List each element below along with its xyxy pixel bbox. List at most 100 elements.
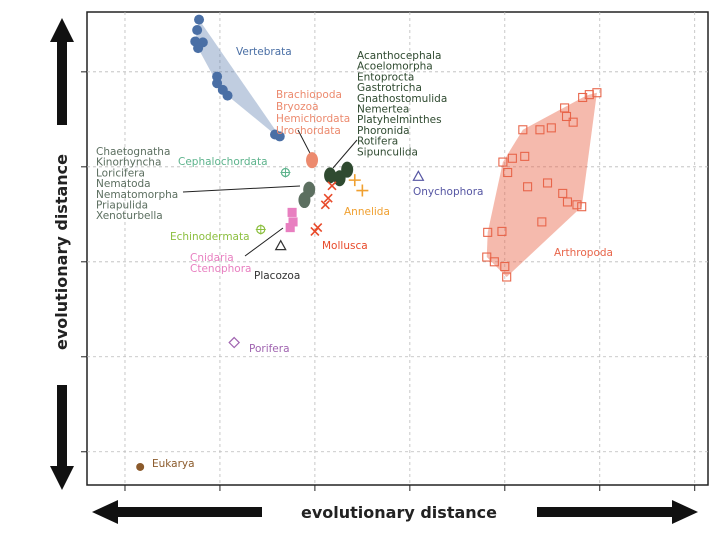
point-arthropoda <box>592 88 602 98</box>
label-placozoa: Placozoa <box>254 270 300 282</box>
x-axis-label: evolutionary distance <box>301 503 497 522</box>
label-line: Onychophora <box>413 186 483 198</box>
point-annelida <box>348 174 361 187</box>
label-line: Priapulida <box>96 200 148 212</box>
label-brachiopoda: Brachiopoda Bryozoa Hemichordata Urochordat… <box>276 89 350 137</box>
label-chaetognatha: Chaetognatha Kinorhyncha Loricifera Nematod… <box>96 146 178 222</box>
point-cnidaria <box>287 207 297 217</box>
label-line: Porifera <box>249 343 290 355</box>
point-arthropoda <box>518 125 528 135</box>
point-annelida <box>356 184 369 197</box>
label-line: Bryozoa <box>276 101 319 113</box>
hull-arthropoda <box>486 92 597 277</box>
y-axis-label: evolutionary distance <box>52 154 71 350</box>
label-line: Rotifera <box>357 136 398 148</box>
label-line: Urochordata <box>276 125 341 137</box>
point-cnidaria <box>285 223 295 233</box>
point-arthropoda <box>537 217 547 227</box>
grid <box>81 12 708 491</box>
label-line: Ctenophora <box>190 263 251 275</box>
point-arthropoda <box>578 92 588 103</box>
point-arthropoda <box>503 167 513 178</box>
label-onychophora: Onychophora <box>413 186 483 198</box>
point-arthropoda <box>502 272 512 282</box>
point-vertebrata <box>274 131 285 142</box>
point-mollusca <box>323 193 333 203</box>
label-line: Entoprocta <box>357 71 414 83</box>
point-vertebrata <box>193 43 204 54</box>
point-cephalochordata-cross <box>280 167 291 178</box>
label-line: Placozoa <box>254 270 300 282</box>
group-labels: Vertebrata Arthropoda Brachiopoda Bryozoa He… <box>96 46 613 470</box>
label-line: Brachiopoda <box>276 89 342 101</box>
point-eukarya <box>136 462 145 471</box>
point-arthropoda <box>558 188 568 198</box>
hull-vertebrata <box>195 19 280 137</box>
label-line: Cnidaria <box>190 252 234 264</box>
label-line: Platyhelminthes <box>357 114 442 126</box>
point-arthropoda <box>489 257 499 267</box>
point-arthropoda <box>546 123 556 133</box>
point-arthropoda <box>498 157 508 167</box>
leader-lines <box>182 129 358 257</box>
label-mollusca: Mollusca <box>322 240 368 252</box>
label-line: Nematoda <box>96 178 151 190</box>
label-line: Arthropoda <box>554 247 613 259</box>
point-arthropoda <box>542 178 553 188</box>
label-line: Gastrotricha <box>357 82 422 94</box>
point-arthropoda <box>523 182 533 192</box>
label-acanthocephala: Acanthocephala Acoelomorpha Entoprocta Gast… <box>357 50 447 158</box>
point-arthropoda <box>561 111 572 122</box>
label-line: Nematomorpha <box>96 189 178 201</box>
leader-line <box>182 185 301 193</box>
point-arthropoda <box>568 117 578 127</box>
leader-line <box>332 139 358 169</box>
point-arthropoda <box>520 151 530 161</box>
label-line: Hemichordata <box>276 113 350 125</box>
label-line: Nemertea <box>357 104 409 116</box>
points <box>136 14 602 471</box>
point-arthropoda <box>507 153 517 163</box>
label-line: Echinodermata <box>170 231 250 243</box>
point-arthropoda <box>577 202 587 212</box>
leader-line <box>297 129 313 158</box>
label-line: Annelida <box>344 206 390 218</box>
point-vertebrata <box>212 71 223 82</box>
point-vertebrata <box>194 14 205 25</box>
label-arthropoda: Arthropoda <box>554 247 613 259</box>
point-mollusca <box>327 181 337 191</box>
x-axis-arrow <box>92 500 698 524</box>
label-annelida: Annelida <box>344 206 390 218</box>
point-placozoa <box>274 239 287 251</box>
leader-line <box>244 227 284 257</box>
label-echinodermata: Echinodermata <box>170 231 250 243</box>
label-porifera: Porifera <box>249 343 290 355</box>
point-mollusca <box>320 200 330 210</box>
label-line: Acoelomorpha <box>357 61 433 73</box>
y-axis-arrow <box>50 18 74 490</box>
label-line: Cephalochordata <box>178 156 268 168</box>
label-line: Gnathostomulida <box>357 93 447 105</box>
point-echinodermata-cross <box>255 224 266 235</box>
label-line: Kinorhyncha <box>96 157 161 169</box>
point-acanthocephala <box>324 167 337 184</box>
point-vertebrata <box>192 25 203 36</box>
point-arthropoda <box>535 125 545 135</box>
label-line: Eukarya <box>152 458 195 470</box>
point-arthropoda <box>572 200 582 210</box>
label-cnidaria: Cnidaria Ctenophora <box>190 252 251 275</box>
point-arthropoda <box>500 261 510 272</box>
label-line: Mollusca <box>322 240 368 252</box>
point-onychophora <box>412 170 425 181</box>
label-line: Chaetognatha <box>96 146 170 158</box>
label-line: Acanthocephala <box>357 50 441 62</box>
label-line: Vertebrata <box>236 46 292 58</box>
point-chaetognatha <box>298 192 311 209</box>
label-line: Xenoturbella <box>96 210 163 222</box>
point-arthropoda <box>483 227 493 237</box>
point-porifera <box>228 336 241 349</box>
label-eukarya: Eukarya <box>152 458 195 470</box>
label-line: Phoronida <box>357 125 410 137</box>
label-vertebrata: Vertebrata <box>236 46 292 58</box>
